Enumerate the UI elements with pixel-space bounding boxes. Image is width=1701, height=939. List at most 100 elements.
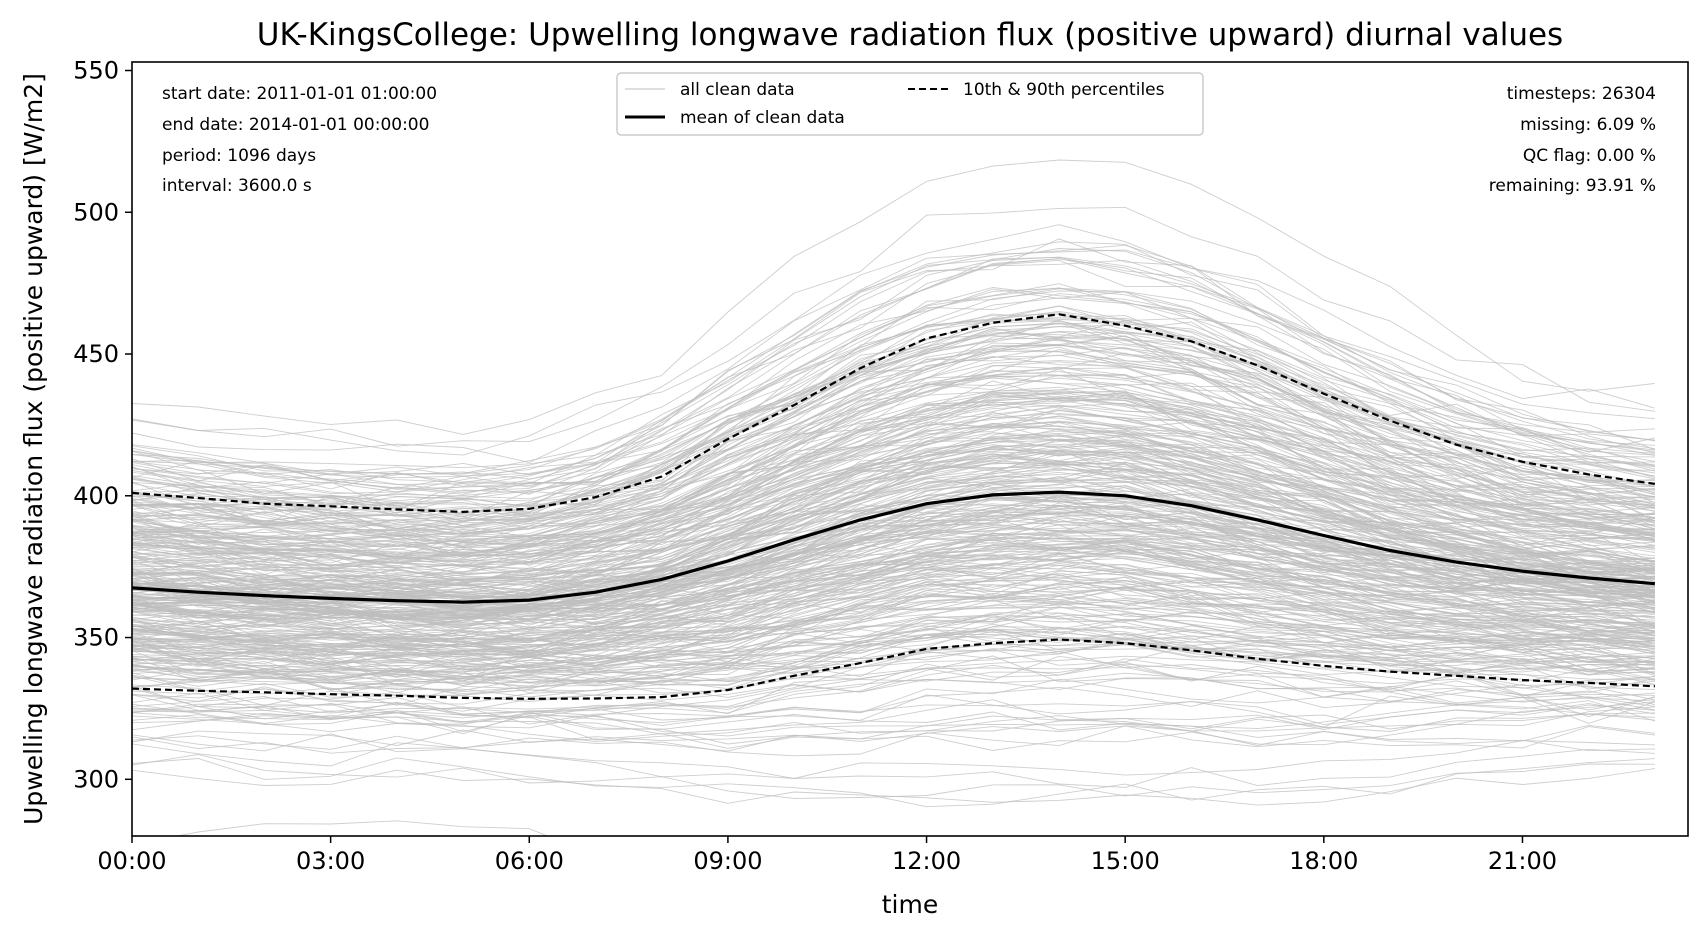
clean-data-line bbox=[132, 258, 1655, 475]
clean-data-line bbox=[132, 725, 1655, 757]
clean-data-line bbox=[132, 570, 1655, 655]
clean-data-line bbox=[132, 606, 1655, 666]
clean-data-line bbox=[132, 319, 1655, 526]
clean-data-line bbox=[132, 701, 1655, 745]
clean-data-line bbox=[132, 506, 1656, 637]
clean-data-line bbox=[132, 639, 1655, 682]
clean-data-line bbox=[132, 287, 1655, 494]
clean-data-line bbox=[132, 498, 1656, 584]
clean-data-line bbox=[132, 337, 1655, 518]
x-tick-label: 09:00 bbox=[693, 847, 762, 875]
clean-data-line bbox=[132, 283, 1655, 505]
clean-data-line bbox=[132, 206, 1655, 447]
clean-data-line bbox=[132, 404, 1655, 573]
clean-data-line bbox=[132, 377, 1656, 561]
info-period: period: 1096 days bbox=[162, 146, 316, 166]
x-tick-label: 18:00 bbox=[1289, 847, 1358, 875]
info-remaining: remaining: 93.91 % bbox=[1489, 176, 1656, 196]
clean-data-line bbox=[132, 567, 1655, 648]
clean-data-line bbox=[132, 497, 1656, 597]
clean-data-line bbox=[132, 495, 1656, 610]
clean-data-line bbox=[132, 288, 1655, 502]
clean-data-line bbox=[132, 757, 1655, 808]
chart-title: UK-KingsCollege: Upwelling longwave radi… bbox=[257, 17, 1563, 53]
mean-line bbox=[132, 490, 1656, 604]
clean-data-line bbox=[132, 507, 1656, 602]
clean-data-line bbox=[132, 320, 1655, 495]
x-tick-label: 00:00 bbox=[97, 847, 166, 875]
clean-data-line bbox=[174, 820, 1598, 836]
clean-data-line bbox=[132, 449, 1655, 575]
clean-data-line bbox=[132, 574, 1655, 657]
clean-data-line bbox=[132, 324, 1655, 510]
legend: all clean data 10th & 90th percentiles m… bbox=[616, 72, 1204, 136]
clean-data-line bbox=[132, 700, 1656, 731]
clean-data-line bbox=[132, 330, 1656, 518]
clean-data-line bbox=[132, 612, 1656, 663]
clean-data-line bbox=[132, 475, 1655, 600]
clean-data-line bbox=[132, 712, 1655, 742]
clean-data-line bbox=[132, 733, 1655, 779]
clean-data-line bbox=[132, 555, 1655, 655]
clean-data-line bbox=[132, 561, 1655, 636]
clean-data-line bbox=[132, 315, 1655, 507]
clean-data-line bbox=[132, 580, 1655, 673]
clean-data-line bbox=[132, 337, 1655, 525]
clean-data-line bbox=[132, 397, 1655, 558]
clean-data-line bbox=[132, 480, 1656, 588]
clean-data-line bbox=[132, 546, 1655, 633]
clean-data-line bbox=[132, 293, 1655, 490]
clean-data-line bbox=[132, 677, 1655, 710]
clean-data-line bbox=[132, 753, 1655, 799]
legend-label-percentiles: 10th & 90th percentiles bbox=[963, 80, 1165, 100]
y-tick-label: 550 bbox=[73, 57, 119, 85]
info-left: start date: 2011-01-01 01:00:00 end date… bbox=[162, 84, 437, 196]
clean-data-line bbox=[132, 471, 1655, 579]
clean-data-line bbox=[132, 672, 1655, 698]
clean-data-line bbox=[132, 663, 1655, 701]
clean-data-line bbox=[132, 552, 1656, 644]
clean-data-line bbox=[132, 513, 1655, 620]
clean-data-line bbox=[132, 537, 1655, 650]
clean-data-line bbox=[132, 703, 1655, 737]
clean-data-line bbox=[132, 369, 1655, 518]
clean-data-line bbox=[132, 364, 1656, 534]
clean-data-line bbox=[132, 313, 1655, 483]
clean-data-line bbox=[132, 476, 1655, 625]
clean-data-line bbox=[132, 658, 1655, 719]
x-tick-label: 12:00 bbox=[892, 847, 961, 875]
clean-data-line bbox=[132, 514, 1655, 641]
clean-data-line bbox=[132, 492, 1655, 621]
clean-data-line bbox=[132, 529, 1655, 614]
clean-data-line bbox=[132, 592, 1655, 663]
clean-data-line bbox=[132, 249, 1655, 463]
clean-data-line bbox=[132, 699, 1655, 735]
clean-data-line bbox=[132, 423, 1656, 539]
clean-data-line bbox=[132, 742, 1655, 788]
clean-data-line bbox=[132, 553, 1655, 648]
x-axis: 00:00 03:00 06:00 09:00 12:00 15:00 18:00 21:00 bbox=[97, 836, 1557, 875]
info-missing: missing: 6.09 % bbox=[1520, 115, 1656, 135]
clean-data-line bbox=[132, 384, 1655, 558]
clean-data-line bbox=[132, 259, 1655, 490]
clean-data-line bbox=[132, 437, 1655, 575]
clean-data-line bbox=[132, 627, 1656, 683]
clean-data-line bbox=[132, 366, 1655, 555]
clean-data-line bbox=[132, 248, 1655, 476]
clean-data-line bbox=[132, 386, 1655, 543]
clean-data-line bbox=[132, 395, 1655, 558]
clean-data-line bbox=[132, 706, 1655, 751]
clean-data-line bbox=[132, 371, 1655, 542]
clean-data-line bbox=[132, 462, 1655, 611]
y-axis-label: Upwelling longwave radiation flux (posit… bbox=[19, 73, 48, 825]
clean-data-line bbox=[132, 563, 1655, 662]
clean-data-line bbox=[132, 434, 1655, 583]
clean-data-line bbox=[132, 655, 1655, 712]
clean-data-line bbox=[132, 288, 1655, 500]
info-timesteps: timesteps: 26304 bbox=[1507, 84, 1656, 104]
clean-data-line bbox=[132, 439, 1655, 567]
clean-data-line bbox=[132, 377, 1655, 554]
x-tick-label: 06:00 bbox=[495, 847, 564, 875]
info-start-date: start date: 2011-01-01 01:00:00 bbox=[162, 84, 437, 104]
